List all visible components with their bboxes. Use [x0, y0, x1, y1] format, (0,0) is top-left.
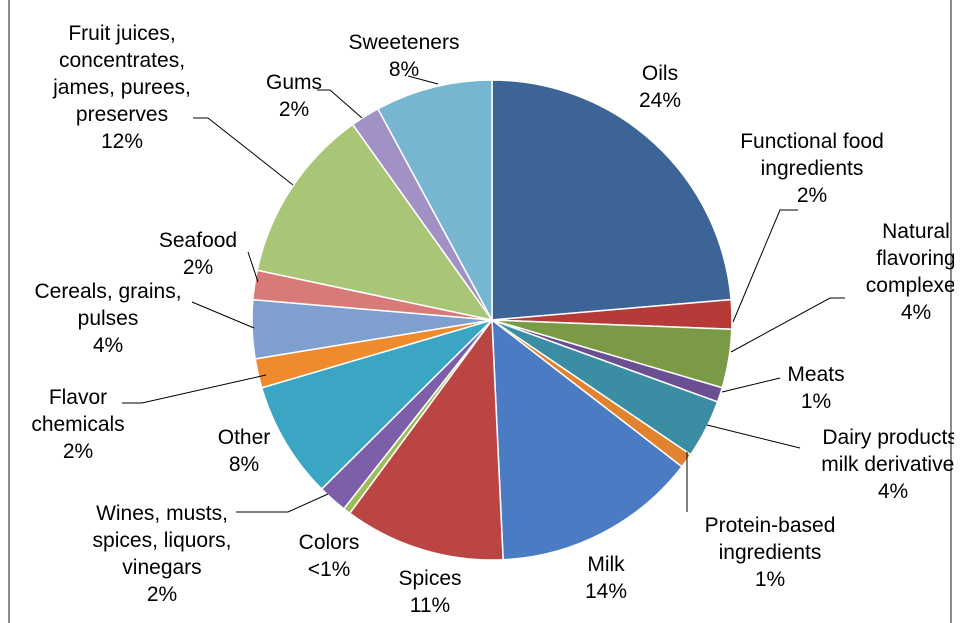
leader-line-fruit-juices-concentrates-james-purees-preserves	[193, 117, 294, 186]
category-label: Cereals, grains,	[34, 280, 181, 303]
category-label: Flavor	[49, 386, 107, 409]
category-label: complexes	[866, 274, 954, 297]
category-label: Protein-based	[705, 514, 836, 537]
label-dairy-products-milk-derivatives: Dairy products, milk derivatives 4%	[821, 426, 954, 503]
slice-fruit-juices-concentrates-james-purees-preserves	[256, 123, 494, 322]
leader-line-meats	[721, 377, 781, 393]
category-label: Fruit juices,	[68, 22, 175, 45]
label-colors: Colors <1%	[299, 531, 360, 581]
category-label: Milk	[587, 553, 625, 576]
value-label: 11%	[410, 594, 450, 617]
pie-chart: Oils 24% Functional food ingredients 2% Natur…	[31, 22, 954, 617]
leader-lines	[122, 75, 845, 513]
label-natural-flavoring-complexes: Natural flavoring complexes 4%	[866, 220, 954, 324]
label-milk: Milk 14%	[585, 553, 627, 603]
slice-milk	[491, 318, 683, 561]
category-label: preserves	[76, 103, 168, 126]
category-label: spices, liquors,	[93, 529, 232, 552]
leader-line-dairy-products-milk-derivatives	[706, 424, 801, 449]
label-oils: Oils 24%	[639, 62, 681, 112]
value-label: 8%	[229, 453, 259, 476]
category-label: concentrates,	[59, 49, 185, 72]
label-protein-based-ingredients: Protein-based ingredients 1%	[705, 514, 836, 591]
label-meats: Meats 1%	[787, 363, 844, 413]
category-label: Wines, musts,	[96, 502, 228, 525]
label-fruit-juices-concentrates-james-purees-preserves: Fruit juices, concentrates, james, purees,…	[52, 22, 191, 153]
leader-line-natural-flavoring-complexes	[730, 297, 845, 353]
category-label: flavoring	[876, 247, 954, 270]
category-label: james, purees,	[52, 76, 191, 99]
value-label: 4%	[93, 334, 123, 357]
chart-frame: Oils 24% Functional food ingredients 2% Natur…	[8, 0, 954, 623]
label-gums: Gums 2%	[266, 71, 322, 121]
value-label: 2%	[279, 98, 309, 121]
leader-line-wines-musts-spices-liquors-vinegars	[236, 493, 329, 513]
value-label: 4%	[901, 301, 931, 324]
leader-line-flavor-chemicals	[122, 374, 267, 404]
slice-sweeteners	[376, 79, 493, 321]
category-label: Gums	[266, 71, 322, 94]
category-label: Meats	[787, 363, 844, 386]
value-label: 8%	[389, 58, 419, 81]
label-sweeteners: Sweeteners 8%	[349, 31, 460, 81]
category-label: ingredients	[719, 541, 822, 564]
slice-other	[260, 319, 493, 491]
value-label: 2%	[183, 256, 213, 279]
value-label: 4%	[878, 480, 908, 503]
category-label: milk derivatives	[821, 453, 954, 476]
category-label: Natural	[882, 220, 950, 243]
slice-labels: Oils 24% Functional food ingredients 2% Natur…	[31, 22, 954, 617]
category-label: Dairy products,	[822, 426, 954, 449]
value-label: 2%	[797, 184, 827, 207]
category-label: Sweeteners	[349, 31, 460, 54]
slice-spices	[348, 317, 504, 561]
category-label: ingredients	[761, 157, 864, 180]
category-label: Oils	[642, 62, 678, 85]
label-functional-food-ingredients: Functional food ingredients 2%	[740, 130, 884, 207]
value-label: 12%	[101, 130, 143, 153]
leader-line-functional-food-ingredients	[732, 209, 798, 323]
label-cereals-grains-pulses: Cereals, grains, pulses 4%	[34, 280, 181, 357]
slice-oils	[491, 79, 732, 321]
leader-line-cereals-grains-pulses	[191, 301, 255, 329]
leader-line-seafood	[247, 251, 259, 283]
category-label: Colors	[299, 531, 360, 554]
value-label: 24%	[639, 89, 681, 112]
pie-slices	[251, 79, 733, 561]
value-label: 2%	[63, 440, 93, 463]
label-other: Other 8%	[218, 426, 271, 476]
label-spices: Spices 11%	[398, 567, 461, 617]
category-label: Other	[218, 426, 271, 449]
category-label: chemicals	[31, 413, 124, 436]
category-label: Spices	[398, 567, 461, 590]
leader-line-sweeteners	[407, 75, 439, 85]
category-label: vinegars	[122, 556, 201, 579]
category-label: Seafood	[159, 229, 237, 252]
value-label: 2%	[147, 583, 177, 606]
category-label: pulses	[78, 307, 139, 330]
value-label: 14%	[585, 580, 627, 603]
value-label: <1%	[308, 558, 351, 581]
value-label: 1%	[801, 390, 831, 413]
category-label: Functional food	[740, 130, 884, 153]
leader-line-gums	[317, 89, 363, 119]
value-label: 1%	[755, 568, 785, 591]
label-seafood: Seafood 2%	[159, 229, 237, 279]
label-flavor-chemicals: Flavor chemicals 2%	[31, 386, 124, 463]
label-wines-musts-spices-liquors-vinegars: Wines, musts, spices, liquors, vinegars 2%	[93, 502, 232, 606]
